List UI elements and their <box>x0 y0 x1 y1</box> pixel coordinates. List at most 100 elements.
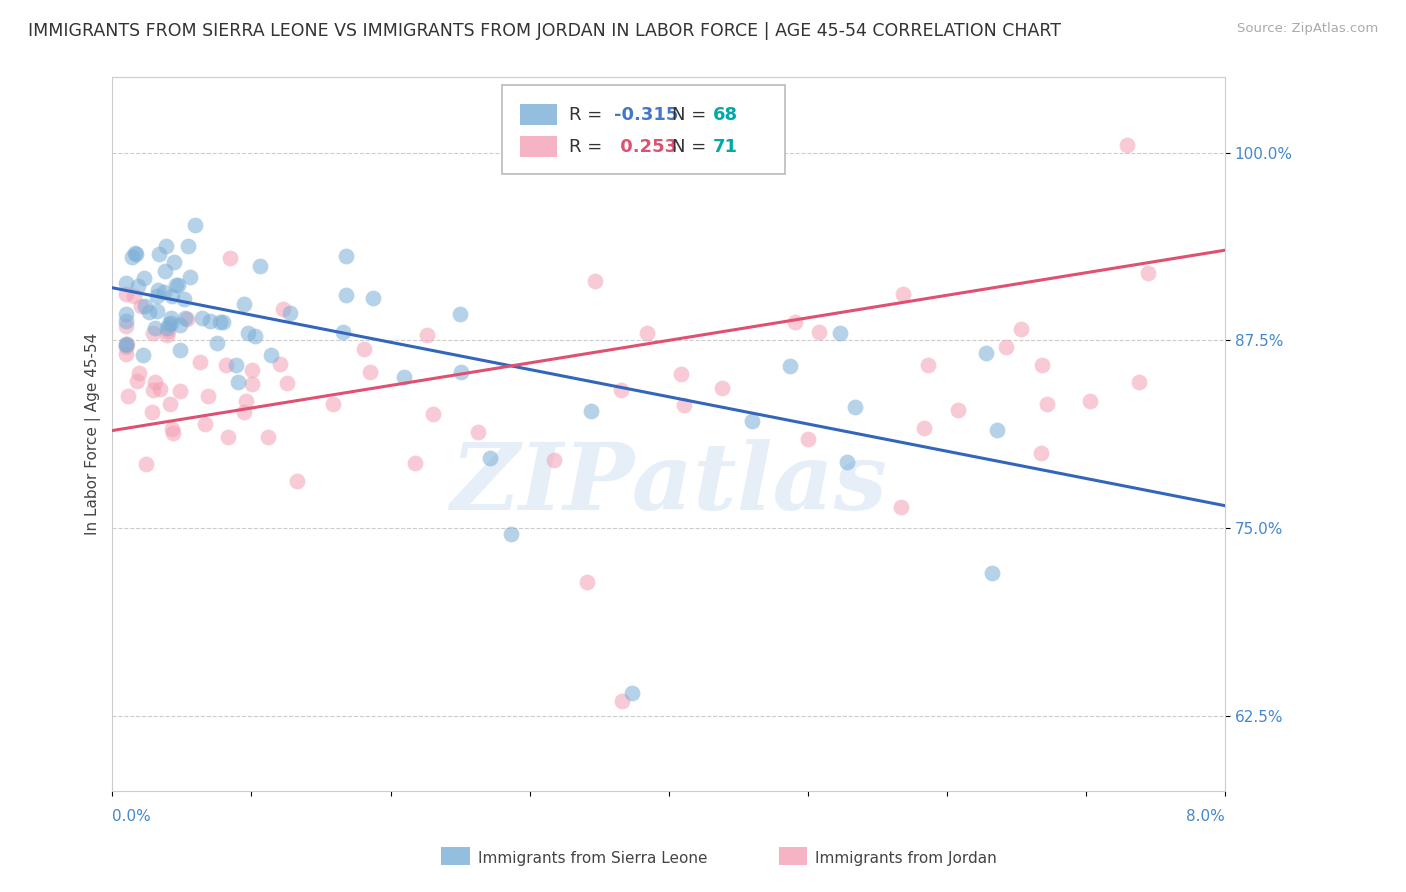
Point <box>176 239 198 253</box>
Point <box>212 315 235 329</box>
Point <box>467 425 489 439</box>
Text: Source: ZipAtlas.com: Source: ZipAtlas.com <box>1237 22 1378 36</box>
Point <box>142 384 165 398</box>
Point <box>165 277 187 292</box>
Point <box>980 566 1002 581</box>
Point <box>160 422 183 436</box>
Point <box>146 289 169 303</box>
Point <box>891 287 914 301</box>
Point <box>669 367 692 381</box>
Point <box>115 286 138 301</box>
Point <box>332 325 354 339</box>
Point <box>807 325 830 339</box>
Point <box>155 320 177 334</box>
Point <box>132 348 155 362</box>
Point <box>946 403 969 417</box>
Point <box>1078 393 1101 408</box>
Point <box>1010 322 1032 336</box>
Text: Immigrants from Jordan: Immigrants from Jordan <box>815 851 997 865</box>
Point <box>240 377 263 392</box>
Point <box>1036 397 1059 411</box>
Point <box>163 254 186 268</box>
Point <box>1128 375 1150 389</box>
Point <box>828 326 851 340</box>
Point <box>273 302 295 317</box>
Point <box>176 312 198 326</box>
Text: N =: N = <box>672 105 706 124</box>
Point <box>117 389 139 403</box>
Point <box>844 400 866 414</box>
Point <box>235 393 257 408</box>
Text: ZIPatlas: ZIPatlas <box>450 439 887 529</box>
Point <box>257 430 280 444</box>
Point <box>672 398 695 412</box>
Point <box>609 383 631 397</box>
Point <box>135 457 157 471</box>
Text: R =: R = <box>568 105 602 124</box>
FancyBboxPatch shape <box>520 136 557 157</box>
Point <box>478 451 501 466</box>
Point <box>169 384 191 399</box>
Point <box>1137 267 1160 281</box>
Point <box>1031 358 1053 372</box>
Point <box>285 474 308 488</box>
Point <box>115 336 138 351</box>
Point <box>636 326 658 340</box>
Point <box>124 245 146 260</box>
Point <box>219 251 242 265</box>
Point <box>145 303 167 318</box>
Point <box>115 336 138 351</box>
Text: 0.0%: 0.0% <box>112 809 152 824</box>
Point <box>225 358 247 372</box>
Point <box>200 314 222 328</box>
Text: -0.315: -0.315 <box>614 105 679 124</box>
Text: Immigrants from Sierra Leone: Immigrants from Sierra Leone <box>478 851 707 865</box>
Point <box>179 269 201 284</box>
Point <box>205 335 228 350</box>
Point <box>122 289 145 303</box>
Point <box>994 340 1017 354</box>
Point <box>232 405 254 419</box>
Text: N =: N = <box>672 137 706 156</box>
Point <box>142 326 165 340</box>
Point <box>779 359 801 373</box>
Point <box>115 307 138 321</box>
Point <box>115 340 138 354</box>
Point <box>583 274 606 288</box>
Point <box>169 343 191 357</box>
Point <box>1029 446 1052 460</box>
Point <box>240 363 263 377</box>
Point <box>226 375 249 389</box>
Point <box>148 247 170 261</box>
Point <box>155 239 177 253</box>
Point <box>249 259 271 273</box>
Point <box>190 310 212 325</box>
Point <box>450 365 472 379</box>
Point <box>236 326 259 340</box>
Y-axis label: In Labor Force | Age 45-54: In Labor Force | Age 45-54 <box>86 333 101 535</box>
Point <box>415 328 437 343</box>
FancyBboxPatch shape <box>520 103 557 125</box>
Point <box>1116 138 1139 153</box>
Point <box>404 456 426 470</box>
Point <box>449 307 471 321</box>
Point <box>167 278 190 293</box>
Point <box>157 324 180 338</box>
Point <box>156 328 179 343</box>
Point <box>576 575 599 590</box>
Point <box>278 306 301 320</box>
Point <box>173 310 195 325</box>
Point <box>127 278 149 293</box>
Point <box>146 283 169 297</box>
Point <box>160 288 183 302</box>
Point <box>128 366 150 380</box>
Point <box>127 374 149 388</box>
Text: 71: 71 <box>713 137 738 156</box>
Point <box>501 527 523 541</box>
Point <box>143 376 166 390</box>
Point <box>741 414 763 428</box>
Point <box>157 317 180 331</box>
Point <box>115 314 138 328</box>
Point <box>188 354 211 368</box>
Point <box>115 346 138 360</box>
